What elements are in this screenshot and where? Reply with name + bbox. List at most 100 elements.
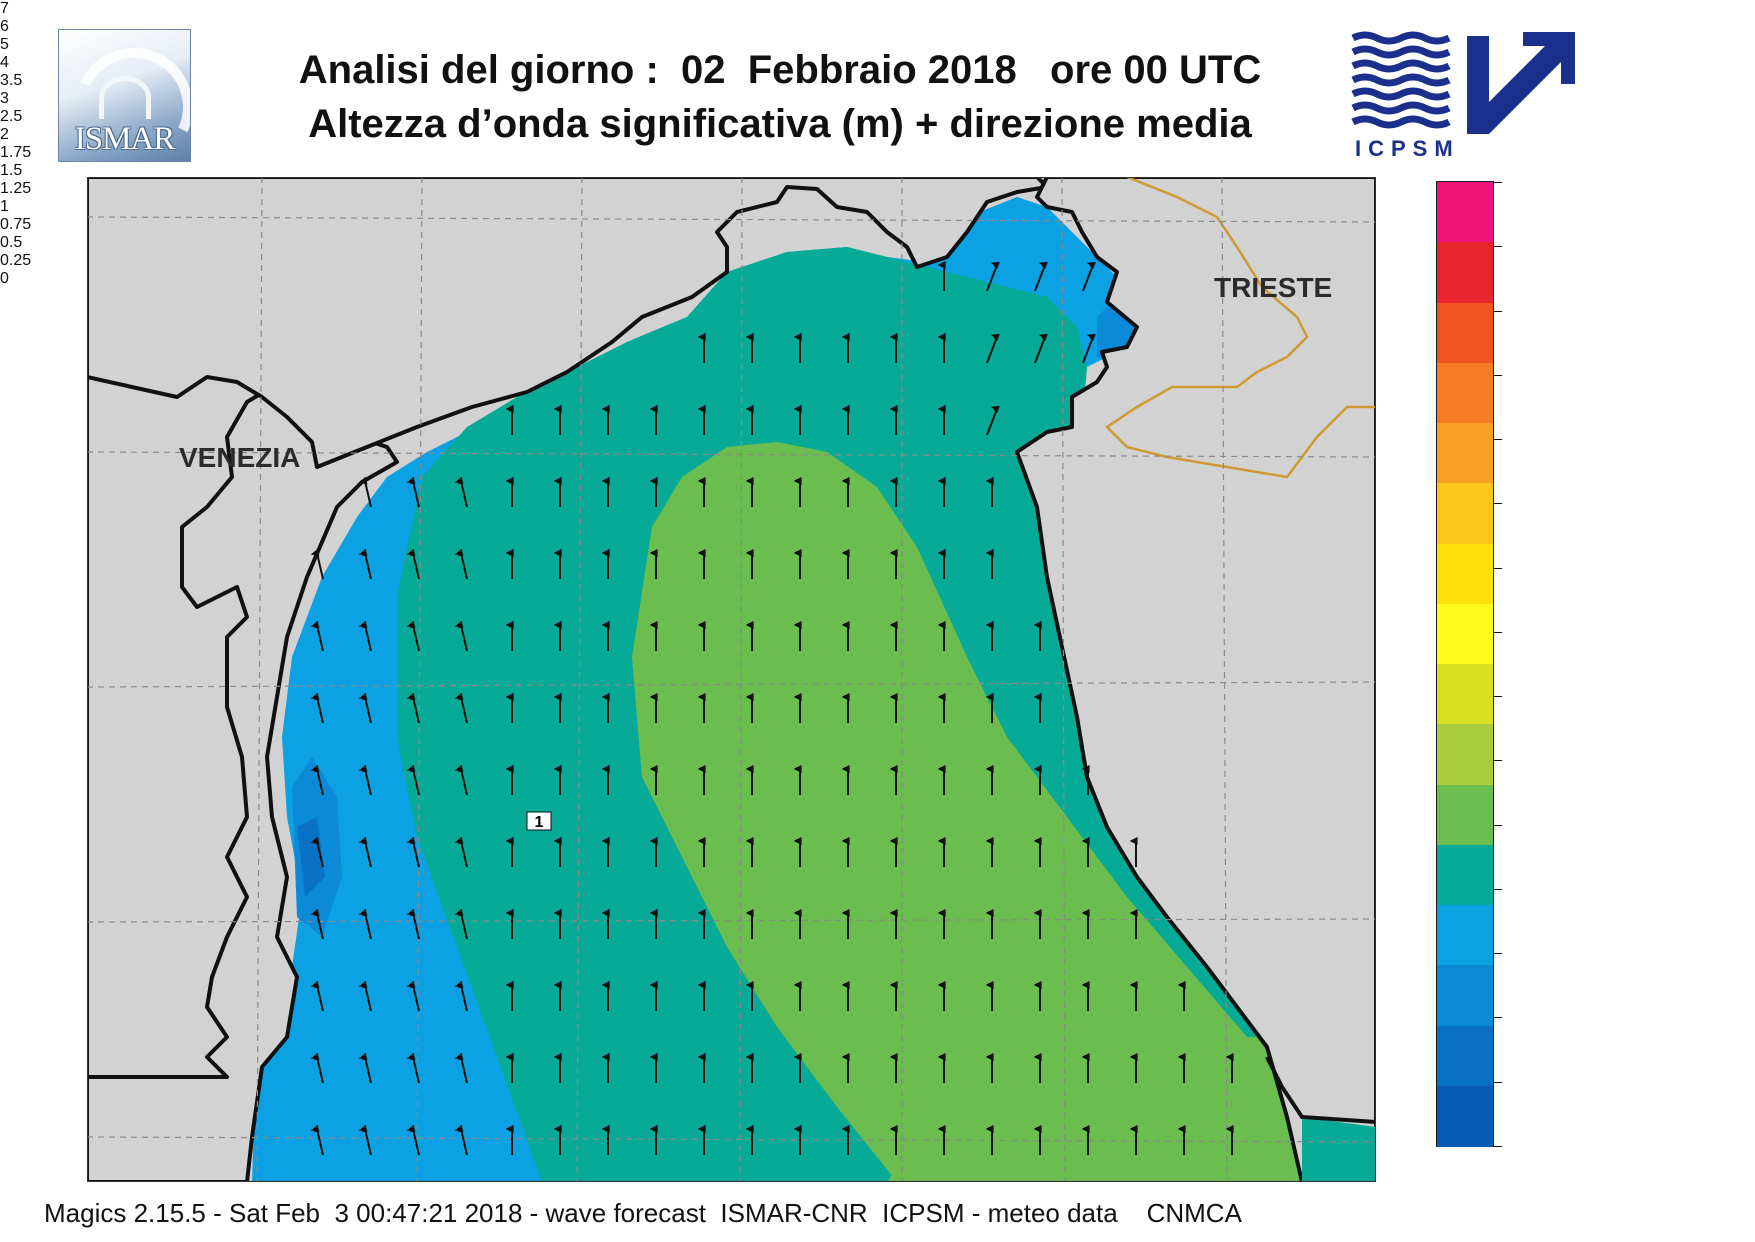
legend-tick (1494, 182, 1502, 183)
icpsm-logo-text: ICPSM (1355, 136, 1460, 161)
legend-band (1437, 242, 1493, 303)
wave-arrow (1034, 261, 1048, 292)
color-legend (1436, 181, 1502, 1147)
legend-label: 3.5 (0, 72, 23, 89)
wave-arrow (358, 1124, 372, 1156)
wave-arrow (358, 836, 372, 868)
legend-label: 0.5 (0, 234, 23, 251)
legend-label: 2 (0, 126, 9, 143)
legend-tick (1494, 760, 1502, 762)
icpsm-logo (1351, 31, 1575, 134)
legend-tick (1494, 888, 1502, 890)
wave-arrow (454, 764, 468, 796)
legend-tick (1494, 310, 1502, 312)
legend-tick (1494, 439, 1502, 441)
wave-arrow (986, 261, 1000, 292)
wave-arrow (454, 1052, 468, 1084)
wave-arrow (358, 1052, 372, 1084)
wave-direction-arrows (310, 261, 1234, 1156)
legend-label: 6 (0, 18, 9, 35)
legend-band (1437, 724, 1493, 785)
wave-arrow (310, 692, 324, 724)
wave-arrow (406, 764, 420, 796)
north-coastline (87, 177, 1049, 469)
legend-label: 5 (0, 36, 9, 53)
wave-arrow (986, 333, 1000, 364)
legend-tick (1494, 1017, 1502, 1019)
footer-credits: Magics 2.15.5 - Sat Feb 3 00:47:21 2018 … (44, 1198, 1242, 1228)
legend-tick (1494, 696, 1502, 698)
map-subtitle: Altezza d’onda significativa (m) + direz… (308, 102, 1252, 146)
legend-label: 1 (0, 198, 9, 215)
wave-map: VENEZIA TRIESTE 1 (87, 177, 1376, 1182)
wave-arrow (1034, 333, 1048, 364)
legend-tick (1494, 1081, 1502, 1083)
legend-band (1437, 302, 1493, 364)
wave-arrow (454, 692, 468, 724)
wave-arrow (358, 476, 372, 508)
wave-arrow (310, 620, 324, 652)
legend-tick (1494, 246, 1502, 248)
wave-arrow (454, 980, 468, 1012)
legend-tick (1494, 1146, 1502, 1147)
city-label-venezia: VENEZIA (179, 442, 300, 473)
wave-arrow (358, 548, 372, 580)
legend-band (1437, 543, 1493, 605)
legend-label: 0.75 (0, 216, 32, 233)
wave-arrow (310, 980, 324, 1012)
wave-arrow (310, 764, 324, 796)
wave-arrow (358, 908, 372, 940)
wave-arrow (310, 548, 324, 580)
legend-tick (1494, 374, 1502, 376)
legend-label: 1.25 (0, 180, 32, 197)
wave-arrow (454, 548, 468, 580)
legend-band (1437, 1025, 1493, 1087)
graticule (87, 177, 1376, 1182)
wave-arrow (454, 476, 468, 508)
legend-tick (1494, 953, 1502, 955)
wave-arrow (1082, 333, 1096, 364)
legend-tick (1494, 631, 1502, 633)
legend-band (1437, 784, 1493, 846)
wave-arrow (406, 836, 420, 868)
contour-label: 1 (535, 814, 544, 831)
legend-band (1437, 182, 1493, 243)
wave-arrow (986, 405, 1000, 436)
legend-label: 4 (0, 54, 9, 71)
legend-labels: 7 6 5 4 3.5 3 2.5 2 1.75 1.5 1.25 1 0.75 0.5 0.25 0 (0, 0, 1755, 288)
legend-tick (1494, 567, 1502, 569)
wave-arrow (454, 908, 468, 940)
legend-label: 2.5 (0, 108, 23, 125)
contour-label-box (526, 811, 552, 831)
wave-arrow (358, 692, 372, 724)
wave-arrow (406, 980, 420, 1012)
legend-label: 1.5 (0, 162, 23, 179)
wave-arrow (310, 836, 324, 868)
wave-arrow (454, 620, 468, 652)
wave-arrow (1082, 261, 1096, 292)
legend-band (1437, 603, 1493, 665)
wave-arrow (406, 1052, 420, 1084)
ismar-logo: ISMAR (58, 29, 191, 162)
legend-band (1437, 423, 1493, 484)
wave-arrow (406, 1124, 420, 1156)
legend-label: 7 (0, 0, 9, 17)
legend-label: 1.75 (0, 144, 32, 161)
ismar-logo-text: ISMAR (74, 121, 176, 157)
legend-band (1437, 362, 1493, 424)
wave-arrow (454, 836, 468, 868)
legend-band (1437, 965, 1493, 1026)
wave-arrow (406, 692, 420, 724)
legend-band (1437, 483, 1493, 544)
wave-arrow (406, 476, 420, 508)
legend-tick (1494, 824, 1502, 826)
wave-arrow (310, 1052, 324, 1084)
wave-arrow (454, 1124, 468, 1156)
wave-arrow (406, 548, 420, 580)
map-title: Analisi del giorno : 02 Febbraio 2018 or… (298, 48, 1262, 92)
wave-arrow (358, 764, 372, 796)
wave-arrow (406, 620, 420, 652)
legend-tick (1494, 503, 1502, 505)
legend-band (1437, 905, 1493, 966)
wave-arrow (358, 620, 372, 652)
